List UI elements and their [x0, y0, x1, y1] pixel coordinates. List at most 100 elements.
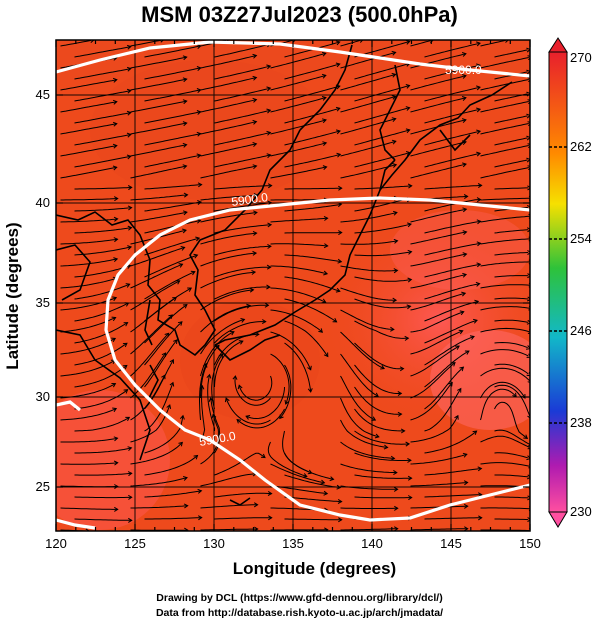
streamline-arrowhead: [335, 129, 341, 135]
streamline-arrowhead: [476, 197, 482, 203]
streamline-arrowhead: [124, 302, 130, 307]
streamline: [480, 215, 530, 223]
streamline-arrowhead: [206, 373, 212, 379]
streamline: [494, 187, 529, 190]
streamline: [284, 85, 340, 102]
streamline-arrowhead: [196, 110, 202, 115]
streamline-arrowhead: [125, 416, 131, 422]
streamline: [424, 130, 481, 146]
streamline-arrowhead: [478, 515, 483, 521]
streamline: [144, 517, 202, 520]
streamline-arrowhead: [527, 329, 530, 334]
streamline-arrowhead: [246, 303, 252, 309]
streamline: [494, 252, 529, 256]
streamline: [207, 374, 216, 432]
streamline-arrowhead: [462, 252, 468, 258]
streamline: [480, 381, 526, 399]
streamline-arrowhead: [202, 362, 208, 368]
streamline-arrowhead: [197, 488, 203, 494]
streamline: [200, 121, 257, 135]
streamline: [424, 152, 481, 168]
streamline: [60, 277, 117, 289]
streamline: [494, 518, 529, 521]
streamline-arrowhead: [461, 291, 467, 297]
colorbar-tick-254: 254: [570, 231, 592, 246]
streamline: [200, 271, 256, 289]
streamline: [74, 447, 132, 454]
streamline-arrowhead: [523, 434, 529, 439]
streamline-arrowhead: [182, 142, 188, 148]
streamline: [130, 332, 169, 377]
streamline-arrowhead: [323, 270, 329, 276]
streamline: [200, 194, 258, 201]
streamline-arrowhead: [405, 40, 411, 45]
streamline-arrowhead: [196, 153, 202, 159]
streamline-arrowhead: [252, 97, 258, 103]
streamline-arrowhead: [208, 397, 214, 402]
streamline-arrowhead: [405, 441, 411, 447]
streamline-arrowhead: [111, 383, 117, 388]
colorbar-top-triangle: [548, 37, 568, 53]
streamline: [270, 119, 327, 135]
streamline: [200, 504, 258, 509]
contour-line-north: [56, 40, 530, 78]
streamline-arrowhead: [337, 202, 343, 208]
streamline: [480, 123, 529, 135]
streamline: [480, 507, 530, 510]
streamline: [424, 42, 481, 58]
streamline: [130, 40, 162, 47]
streamline-arrowhead: [127, 446, 133, 452]
streamline: [270, 52, 326, 69]
streamline-arrowhead: [90, 40, 95, 43]
axis-tick-marks: [55, 40, 531, 531]
streamline: [270, 166, 327, 179]
streamline: [74, 518, 132, 521]
streamline: [494, 159, 528, 168]
streamline: [410, 40, 431, 47]
streamline-arrowhead: [112, 296, 118, 302]
streamline: [74, 134, 131, 146]
streamline: [410, 75, 467, 91]
streamline: [200, 318, 245, 355]
streamline-arrowhead: [338, 185, 343, 191]
streamline-arrowhead: [112, 77, 118, 83]
streamline: [284, 187, 342, 190]
streamline: [200, 252, 257, 267]
streamline-arrowhead: [374, 392, 380, 397]
streamline-arrowhead: [462, 230, 468, 235]
streamline-arrowhead: [407, 277, 413, 283]
streamline-arrowhead: [195, 236, 201, 242]
streamline: [144, 339, 178, 388]
streamline-arrowhead: [392, 297, 398, 303]
streamline: [74, 186, 132, 190]
streamline: [130, 78, 187, 91]
streamline-arrowhead: [112, 121, 118, 127]
streamline: [424, 336, 475, 366]
streamline-arrowhead: [461, 118, 467, 123]
x-tick-label: 135: [282, 536, 304, 551]
streamline: [494, 429, 530, 445]
streamline: [410, 292, 466, 311]
colorbar-tick-238: 238: [570, 415, 592, 430]
streamline-arrowhead: [161, 352, 167, 358]
streamline-arrowhead: [527, 273, 530, 279]
streamline-arrowhead: [266, 108, 272, 114]
streamline-arrowhead: [251, 269, 257, 275]
streamline-arrowhead: [475, 281, 481, 287]
streamline-arrowhead: [252, 230, 258, 236]
streamline: [74, 472, 132, 476]
streamline-arrowhead: [320, 479, 326, 485]
streamline: [424, 468, 482, 476]
streamline-arrowhead: [196, 66, 202, 71]
streamline-arrowhead: [391, 95, 397, 100]
colorbar-tick-246: 246: [570, 323, 592, 338]
streamline: [74, 90, 131, 102]
streamline-arrowhead: [182, 121, 188, 127]
streamline-arrowhead: [336, 484, 342, 490]
streamline-arrowhead: [463, 480, 469, 486]
streamline: [480, 462, 530, 467]
streamline: [144, 111, 201, 124]
streamline: [410, 345, 460, 377]
streamline-arrowhead: [252, 250, 258, 256]
